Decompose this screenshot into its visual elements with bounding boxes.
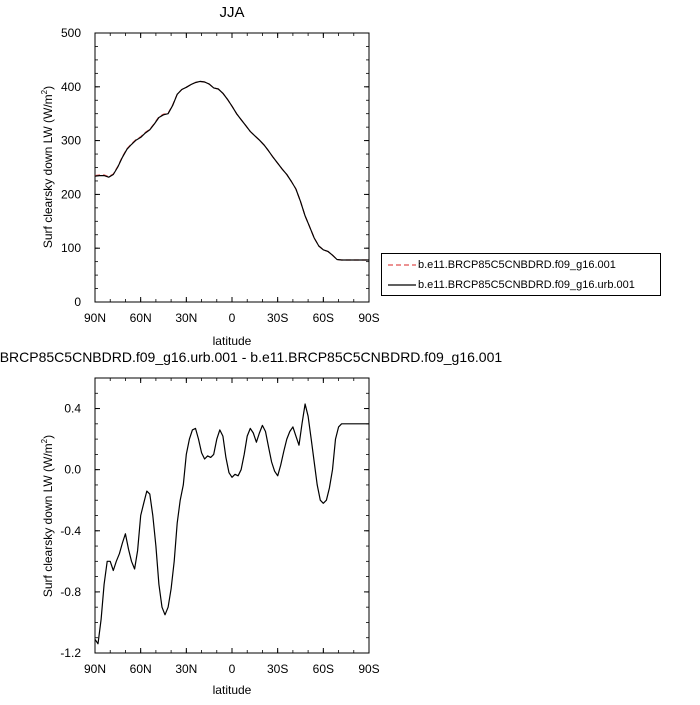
top-ylabel-main: Surf clearsky down LW (W/m [41, 94, 55, 248]
top-ytick-label: 300 [61, 134, 81, 148]
bottom-ytick-label: -0.8 [60, 585, 81, 599]
top-xtick-label: 30S [267, 311, 288, 325]
legend-label-urb: b.e11.BRCP85C5CNBDRD.f09_g16.urb.001 [418, 279, 635, 291]
bottom-series-lines [94, 403, 369, 645]
bottom-ytick-label: -1.2 [60, 646, 81, 660]
bottom-xlabel: latitude [213, 683, 252, 697]
top-xtick-label: 30N [175, 311, 197, 325]
top-ticks: 90N 60N 30N 0 30S 60S 90S 0 100 200 300 400 500 [61, 26, 380, 325]
top-xtick-label: 90N [84, 311, 106, 325]
bottom-xtick-label: 90S [358, 662, 379, 676]
top-ytick-label: 200 [61, 187, 81, 201]
top-ylabel-sup: 2 [40, 89, 49, 94]
bottom-xtick-label: 60N [130, 662, 152, 676]
legend-swatch-control [388, 264, 416, 266]
top-xlabel: latitude [213, 334, 252, 348]
top-ytick-label: 500 [61, 26, 81, 40]
top-series-lines [94, 80, 369, 261]
bottom-xtick-label: 60S [313, 662, 334, 676]
top-ylabel: Surf clearsky down LW (W/m2) [40, 86, 55, 248]
bottom-ylabel-sup: 2 [40, 438, 49, 443]
bottom-ylabel-tail: ) [41, 435, 55, 439]
bottom-ytick-label: 0.0 [64, 463, 81, 477]
top-panel: JJA 90N 60N 30N 0 30S 60S 90S0100200300400500 … [40, 4, 380, 348]
top-xtick-label: 60N [130, 311, 152, 325]
bottom-xtick-label: 0 [229, 662, 236, 676]
bottom-plot-frame [94, 377, 370, 654]
bottom-ylabel: Surf clearsky down LW (W/m2) [40, 435, 55, 597]
top-series-line-0 [94, 80, 369, 261]
top-ytick-label: 0 [74, 295, 81, 309]
bottom-chart-title: b.e11.BRCP85C5CNBDRD.f09_g16.urb.001 - b… [0, 349, 502, 365]
bottom-ytick-label: 0.4 [64, 402, 81, 416]
bottom-ytick-label: -0.4 [60, 524, 81, 538]
bottom-series-line-0 [94, 403, 369, 645]
top-series-line-1 [94, 80, 369, 261]
bottom-xtick-label: 30S [267, 662, 288, 676]
chart-legend: b.e11.BRCP85C5CNBDRD.f09_g16.001 b.e11.B… [381, 253, 661, 296]
top-xtick-label: 60S [313, 311, 334, 325]
top-ytick-label: 400 [61, 80, 81, 94]
legend-item-control: b.e11.BRCP85C5CNBDRD.f09_g16.001 [382, 255, 660, 275]
top-xtick-label: 0 [229, 311, 236, 325]
top-xtick-label: 90S [358, 311, 379, 325]
legend-swatch-urb [388, 284, 416, 286]
bottom-xtick-label: 30N [175, 662, 197, 676]
top-ytick-label: 100 [61, 241, 81, 255]
bottom-xtick-label: 90N [84, 662, 106, 676]
bottom-ticks: 90N 60N 30N 0 30S 60S 90S -1.2 -0.8 -0.4 0.0 0.4 [60, 377, 380, 676]
legend-item-urb: b.e11.BRCP85C5CNBDRD.f09_g16.urb.001 [382, 275, 660, 295]
top-chart-title: JJA [219, 4, 244, 21]
bottom-ylabel-main: Surf clearsky down LW (W/m [41, 443, 55, 597]
top-ylabel-tail: ) [41, 86, 55, 90]
bottom-panel: b.e11.BRCP85C5CNBDRD.f09_g16.urb.001 - b… [0, 349, 502, 697]
legend-label-control: b.e11.BRCP85C5CNBDRD.f09_g16.001 [418, 259, 616, 271]
top-plot-frame [94, 32, 370, 303]
